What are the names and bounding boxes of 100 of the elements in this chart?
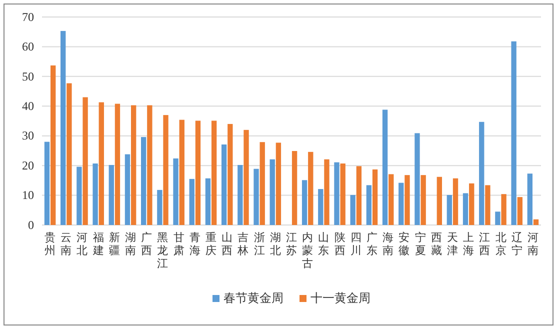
bar	[163, 115, 168, 225]
bar	[260, 142, 265, 225]
x-tick-label: 海南	[382, 232, 394, 257]
bar	[527, 174, 532, 225]
bar	[495, 212, 500, 225]
bar	[82, 97, 88, 225]
bar	[221, 144, 227, 225]
bar	[324, 159, 330, 225]
bar	[462, 193, 468, 225]
x-tick-label: 重庆	[206, 231, 217, 257]
bar	[124, 154, 130, 225]
bar	[157, 190, 162, 225]
y-tick-label: 60	[22, 40, 34, 54]
x-tick-label: 河北	[76, 232, 88, 257]
bar	[254, 168, 259, 225]
bar	[179, 120, 184, 225]
x-tick-label: 福建	[92, 231, 104, 257]
bar	[356, 166, 362, 225]
y-tick-label: 40	[22, 98, 34, 113]
y-tick-label: 10	[22, 188, 34, 202]
x-tick-label: 湖南	[125, 232, 136, 257]
x-tick-label: 甘肃	[173, 231, 184, 257]
bar	[414, 133, 420, 225]
y-tick-label: 20	[22, 158, 34, 172]
x-tick-label: 广西	[141, 231, 152, 257]
x-tick-label: 安徽	[398, 231, 410, 257]
bar	[420, 175, 426, 225]
x-tick-label: 天津	[446, 232, 458, 257]
x-tick-label: 内蒙古	[302, 231, 314, 270]
x-tick-label: 贵州	[44, 231, 56, 257]
bar	[276, 142, 282, 225]
bar	[205, 178, 211, 225]
bar	[292, 151, 298, 225]
bar	[66, 83, 72, 225]
bar	[382, 110, 388, 225]
bar	[147, 105, 152, 225]
bar	[140, 137, 146, 225]
x-tick-label: 山东	[318, 231, 330, 257]
y-tick-label: 0	[28, 218, 34, 232]
bar	[388, 174, 394, 225]
bar	[436, 176, 442, 225]
x-tick-label: 浙江	[254, 231, 265, 257]
bar	[238, 164, 243, 225]
bar	[211, 120, 217, 225]
bar	[195, 120, 201, 225]
x-tick-label: 西藏	[430, 232, 442, 257]
bar	[533, 219, 539, 225]
y-tick-label: 70	[22, 10, 34, 24]
x-tick-label: 山西	[222, 231, 233, 257]
bar	[108, 164, 114, 225]
bar	[98, 102, 104, 225]
bar	[114, 104, 120, 225]
bar	[485, 185, 490, 225]
bar	[302, 180, 308, 225]
bar	[446, 194, 452, 225]
bar	[517, 197, 522, 225]
bar	[452, 178, 458, 225]
x-tick-label: 江西	[479, 232, 490, 257]
x-tick-label: 青海	[189, 231, 200, 257]
x-tick-label: 宁夏	[414, 231, 426, 257]
bar	[173, 158, 178, 225]
x-tick-label: 黑龙江	[157, 232, 168, 270]
legend-label: 春节黄金周	[224, 291, 284, 305]
bar	[340, 163, 346, 225]
bar	[189, 178, 194, 225]
bar	[372, 169, 378, 225]
bar	[366, 185, 372, 225]
bar	[92, 163, 98, 225]
bar	[308, 152, 314, 225]
bar	[469, 183, 474, 225]
legend-label: 十一黄金周	[310, 291, 370, 305]
x-tick-label: 湖北	[270, 232, 281, 257]
bar	[228, 124, 233, 225]
bar	[44, 142, 50, 225]
x-tick-label: 广东	[366, 231, 378, 257]
bar	[398, 182, 404, 225]
bar	[244, 130, 249, 225]
x-tick-label: 陕西	[334, 232, 346, 257]
bar	[501, 194, 506, 225]
y-tick-label: 50	[22, 69, 34, 84]
bar	[130, 105, 136, 225]
x-tick-label: 云南	[60, 232, 72, 257]
bar	[270, 159, 275, 225]
bar	[511, 41, 516, 225]
y-tick-label: 30	[22, 128, 34, 143]
x-tick-label: 四川	[350, 232, 362, 257]
bar	[50, 65, 56, 225]
x-tick-label: 辽宁	[511, 232, 522, 257]
bar	[318, 189, 324, 225]
x-tick-label: 新疆	[108, 231, 120, 257]
bar	[350, 194, 356, 225]
bar	[404, 175, 410, 225]
x-tick-label: 河南	[527, 232, 538, 257]
bar	[479, 122, 484, 225]
x-tick-label: 江苏	[286, 232, 297, 257]
x-tick-label: 北京	[495, 231, 506, 257]
bar	[334, 162, 340, 225]
x-tick-label: 上海	[463, 231, 474, 257]
bar	[60, 30, 66, 225]
bar	[76, 166, 82, 225]
